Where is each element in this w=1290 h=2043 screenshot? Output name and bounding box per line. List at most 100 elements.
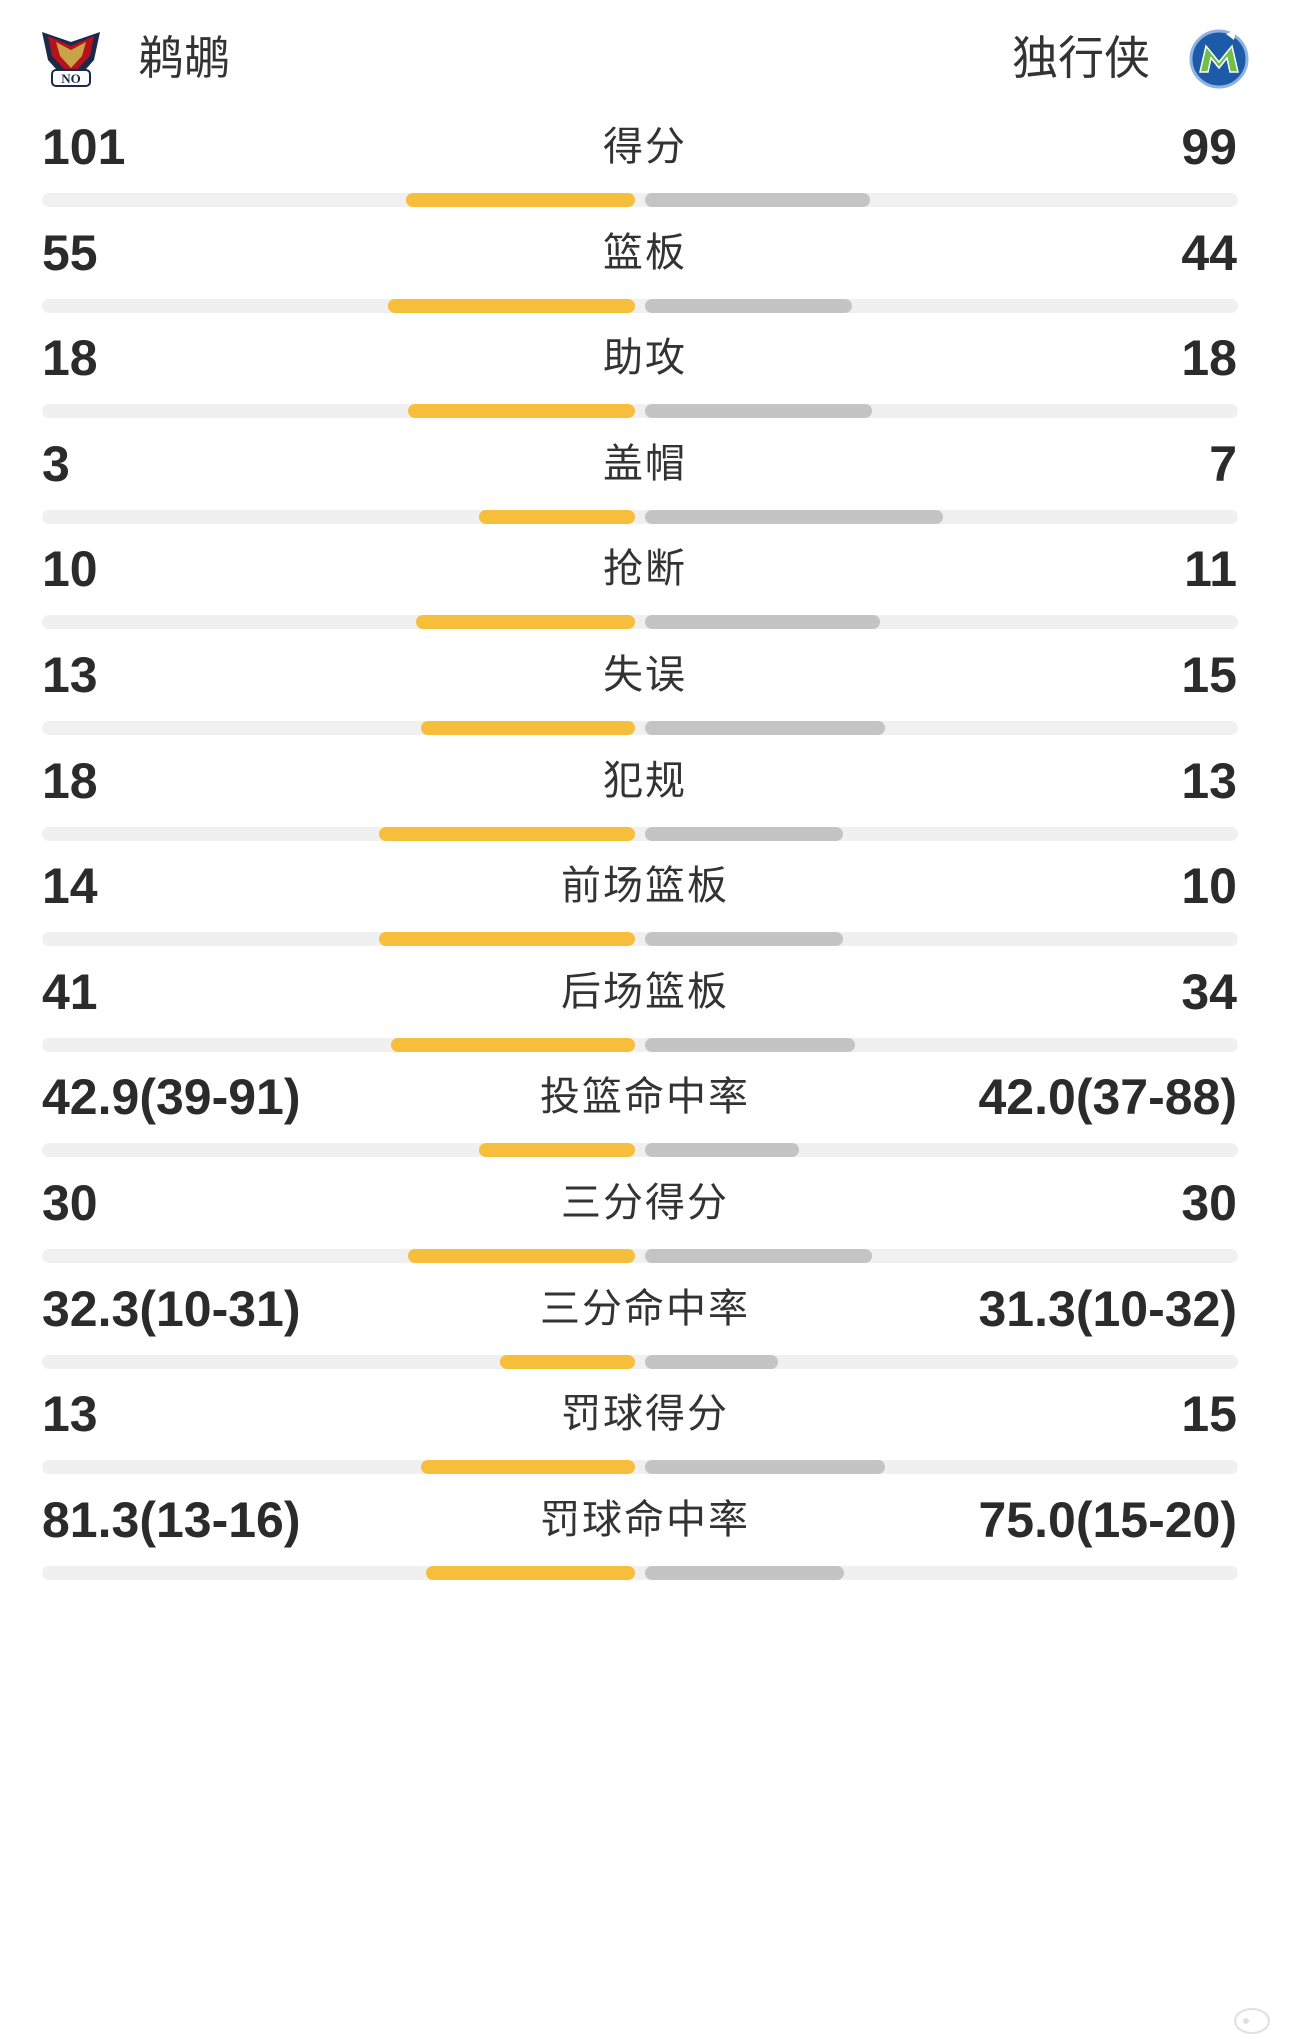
stat-label: 犯规 xyxy=(603,758,687,804)
home-stat-bar xyxy=(421,721,635,735)
away-stat-value: 99 xyxy=(1181,119,1237,175)
home-stat-bar xyxy=(426,1566,635,1580)
stat-label: 投篮命中率 xyxy=(540,1074,750,1120)
away-stat-value: 44 xyxy=(1181,225,1237,281)
home-stat-value: 18 xyxy=(42,753,98,809)
stat-label: 后场篮板 xyxy=(561,969,729,1015)
home-stat-bar xyxy=(379,932,635,946)
home-stat-value: 32.3(10-31) xyxy=(42,1281,301,1337)
stat-bar-track xyxy=(42,932,1238,946)
stat-label: 助攻 xyxy=(603,335,687,381)
home-stat-value: 14 xyxy=(42,858,98,914)
home-stat-value: 81.3(13-16) xyxy=(42,1492,301,1548)
stat-row: 14 前场篮板 10 xyxy=(0,846,1290,983)
stat-label: 三分命中率 xyxy=(540,1286,750,1332)
stat-bar-track xyxy=(42,1143,1238,1157)
away-stat-bar xyxy=(645,932,843,946)
home-stat-value: 30 xyxy=(42,1175,98,1231)
away-stat-bar xyxy=(645,721,885,735)
pelicans-logo-icon: NO xyxy=(42,32,100,87)
away-stat-bar xyxy=(645,1355,778,1369)
stat-row: 101 得分 99 xyxy=(0,107,1290,244)
home-stat-value: 55 xyxy=(42,225,98,281)
home-stat-value: 42.9(39-91) xyxy=(42,1069,301,1125)
home-stat-bar xyxy=(379,827,635,841)
stat-bar-track xyxy=(42,1566,1238,1580)
svg-text:NO: NO xyxy=(61,71,81,86)
stat-bar-track xyxy=(42,193,1238,207)
away-stat-value: 31.3(10-32) xyxy=(978,1281,1238,1337)
home-stat-value: 18 xyxy=(42,330,98,386)
home-stat-value: 13 xyxy=(42,1386,98,1442)
away-stat-bar xyxy=(645,510,943,524)
away-stat-value: 11 xyxy=(1184,541,1237,597)
away-stat-value: 75.0(15-20) xyxy=(978,1492,1238,1548)
stat-bar-track xyxy=(42,1355,1238,1369)
away-stat-bar xyxy=(645,404,872,418)
stat-bar-track xyxy=(42,1460,1238,1474)
stat-label: 三分得分 xyxy=(561,1180,729,1226)
stat-label: 篮板 xyxy=(603,230,687,276)
watermark-icon xyxy=(1234,2008,1270,2034)
stat-bar-track xyxy=(42,615,1238,629)
mavericks-logo-icon xyxy=(1189,29,1249,89)
away-stat-value: 10 xyxy=(1181,858,1237,914)
home-stat-bar xyxy=(416,615,635,629)
away-stat-bar xyxy=(645,1566,844,1580)
away-stat-value: 34 xyxy=(1181,964,1237,1020)
stat-bar-track xyxy=(42,827,1238,841)
away-stat-value: 13 xyxy=(1181,753,1237,809)
away-stat-bar xyxy=(645,827,843,841)
away-stat-bar xyxy=(645,615,880,629)
stat-row: 18 犯规 13 xyxy=(0,741,1290,878)
home-stat-bar xyxy=(408,1249,635,1263)
stat-row: 30 三分得分 30 xyxy=(0,1163,1290,1300)
stat-bar-track xyxy=(42,299,1238,313)
stat-label: 抢断 xyxy=(603,546,687,592)
stat-label: 罚球得分 xyxy=(561,1391,729,1437)
stat-row: 3 盖帽 7 xyxy=(0,424,1290,561)
home-stat-value: 10 xyxy=(42,541,98,597)
away-stat-value: 42.0(37-88) xyxy=(978,1069,1238,1125)
away-stat-value: 30 xyxy=(1181,1175,1237,1231)
stat-row: 13 罚球得分 15 xyxy=(0,1374,1290,1511)
stat-row: 55 篮板 44 xyxy=(0,213,1290,350)
stat-row: 32.3(10-31) 三分命中率 31.3(10-32) xyxy=(0,1269,1290,1406)
stat-bar-track xyxy=(42,404,1238,418)
stat-label: 罚球命中率 xyxy=(540,1497,750,1543)
away-stat-value: 15 xyxy=(1181,647,1237,703)
home-stat-bar xyxy=(406,193,635,207)
away-stat-value: 7 xyxy=(1209,436,1237,492)
stat-label: 盖帽 xyxy=(603,441,687,487)
stat-label: 失误 xyxy=(603,652,687,698)
stat-row: 41 后场篮板 34 xyxy=(0,952,1290,1089)
away-stat-bar xyxy=(645,1143,799,1157)
away-stat-bar xyxy=(645,1249,872,1263)
home-team-name: 鹈鹕 xyxy=(138,31,230,85)
stat-row: 10 抢断 11 xyxy=(0,529,1290,666)
home-stat-value: 101 xyxy=(42,119,126,175)
home-stat-value: 3 xyxy=(42,436,70,492)
away-stat-value: 18 xyxy=(1181,330,1237,386)
home-stat-bar xyxy=(479,510,635,524)
teams-header: NO 鹈鹕 独行侠 xyxy=(0,0,1290,120)
home-stat-bar xyxy=(500,1355,635,1369)
away-stat-bar xyxy=(645,1460,885,1474)
stat-label: 得分 xyxy=(603,124,687,170)
stat-row: 13 失误 15 xyxy=(0,635,1290,772)
home-stat-bar xyxy=(421,1460,635,1474)
stat-row: 18 助攻 18 xyxy=(0,318,1290,455)
away-team-name: 独行侠 xyxy=(1012,31,1150,85)
home-stat-bar xyxy=(391,1038,635,1052)
away-stat-value: 15 xyxy=(1181,1386,1237,1442)
stat-bar-track xyxy=(42,721,1238,735)
home-stat-bar xyxy=(479,1143,635,1157)
stat-row: 81.3(13-16) 罚球命中率 75.0(15-20) xyxy=(0,1480,1290,1617)
home-stat-bar xyxy=(388,299,635,313)
stat-bar-track xyxy=(42,510,1238,524)
away-stat-bar xyxy=(645,1038,855,1052)
away-stat-bar xyxy=(645,299,852,313)
stat-bar-track xyxy=(42,1038,1238,1052)
home-stat-bar xyxy=(408,404,635,418)
stat-row: 42.9(39-91) 投篮命中率 42.0(37-88) xyxy=(0,1057,1290,1194)
